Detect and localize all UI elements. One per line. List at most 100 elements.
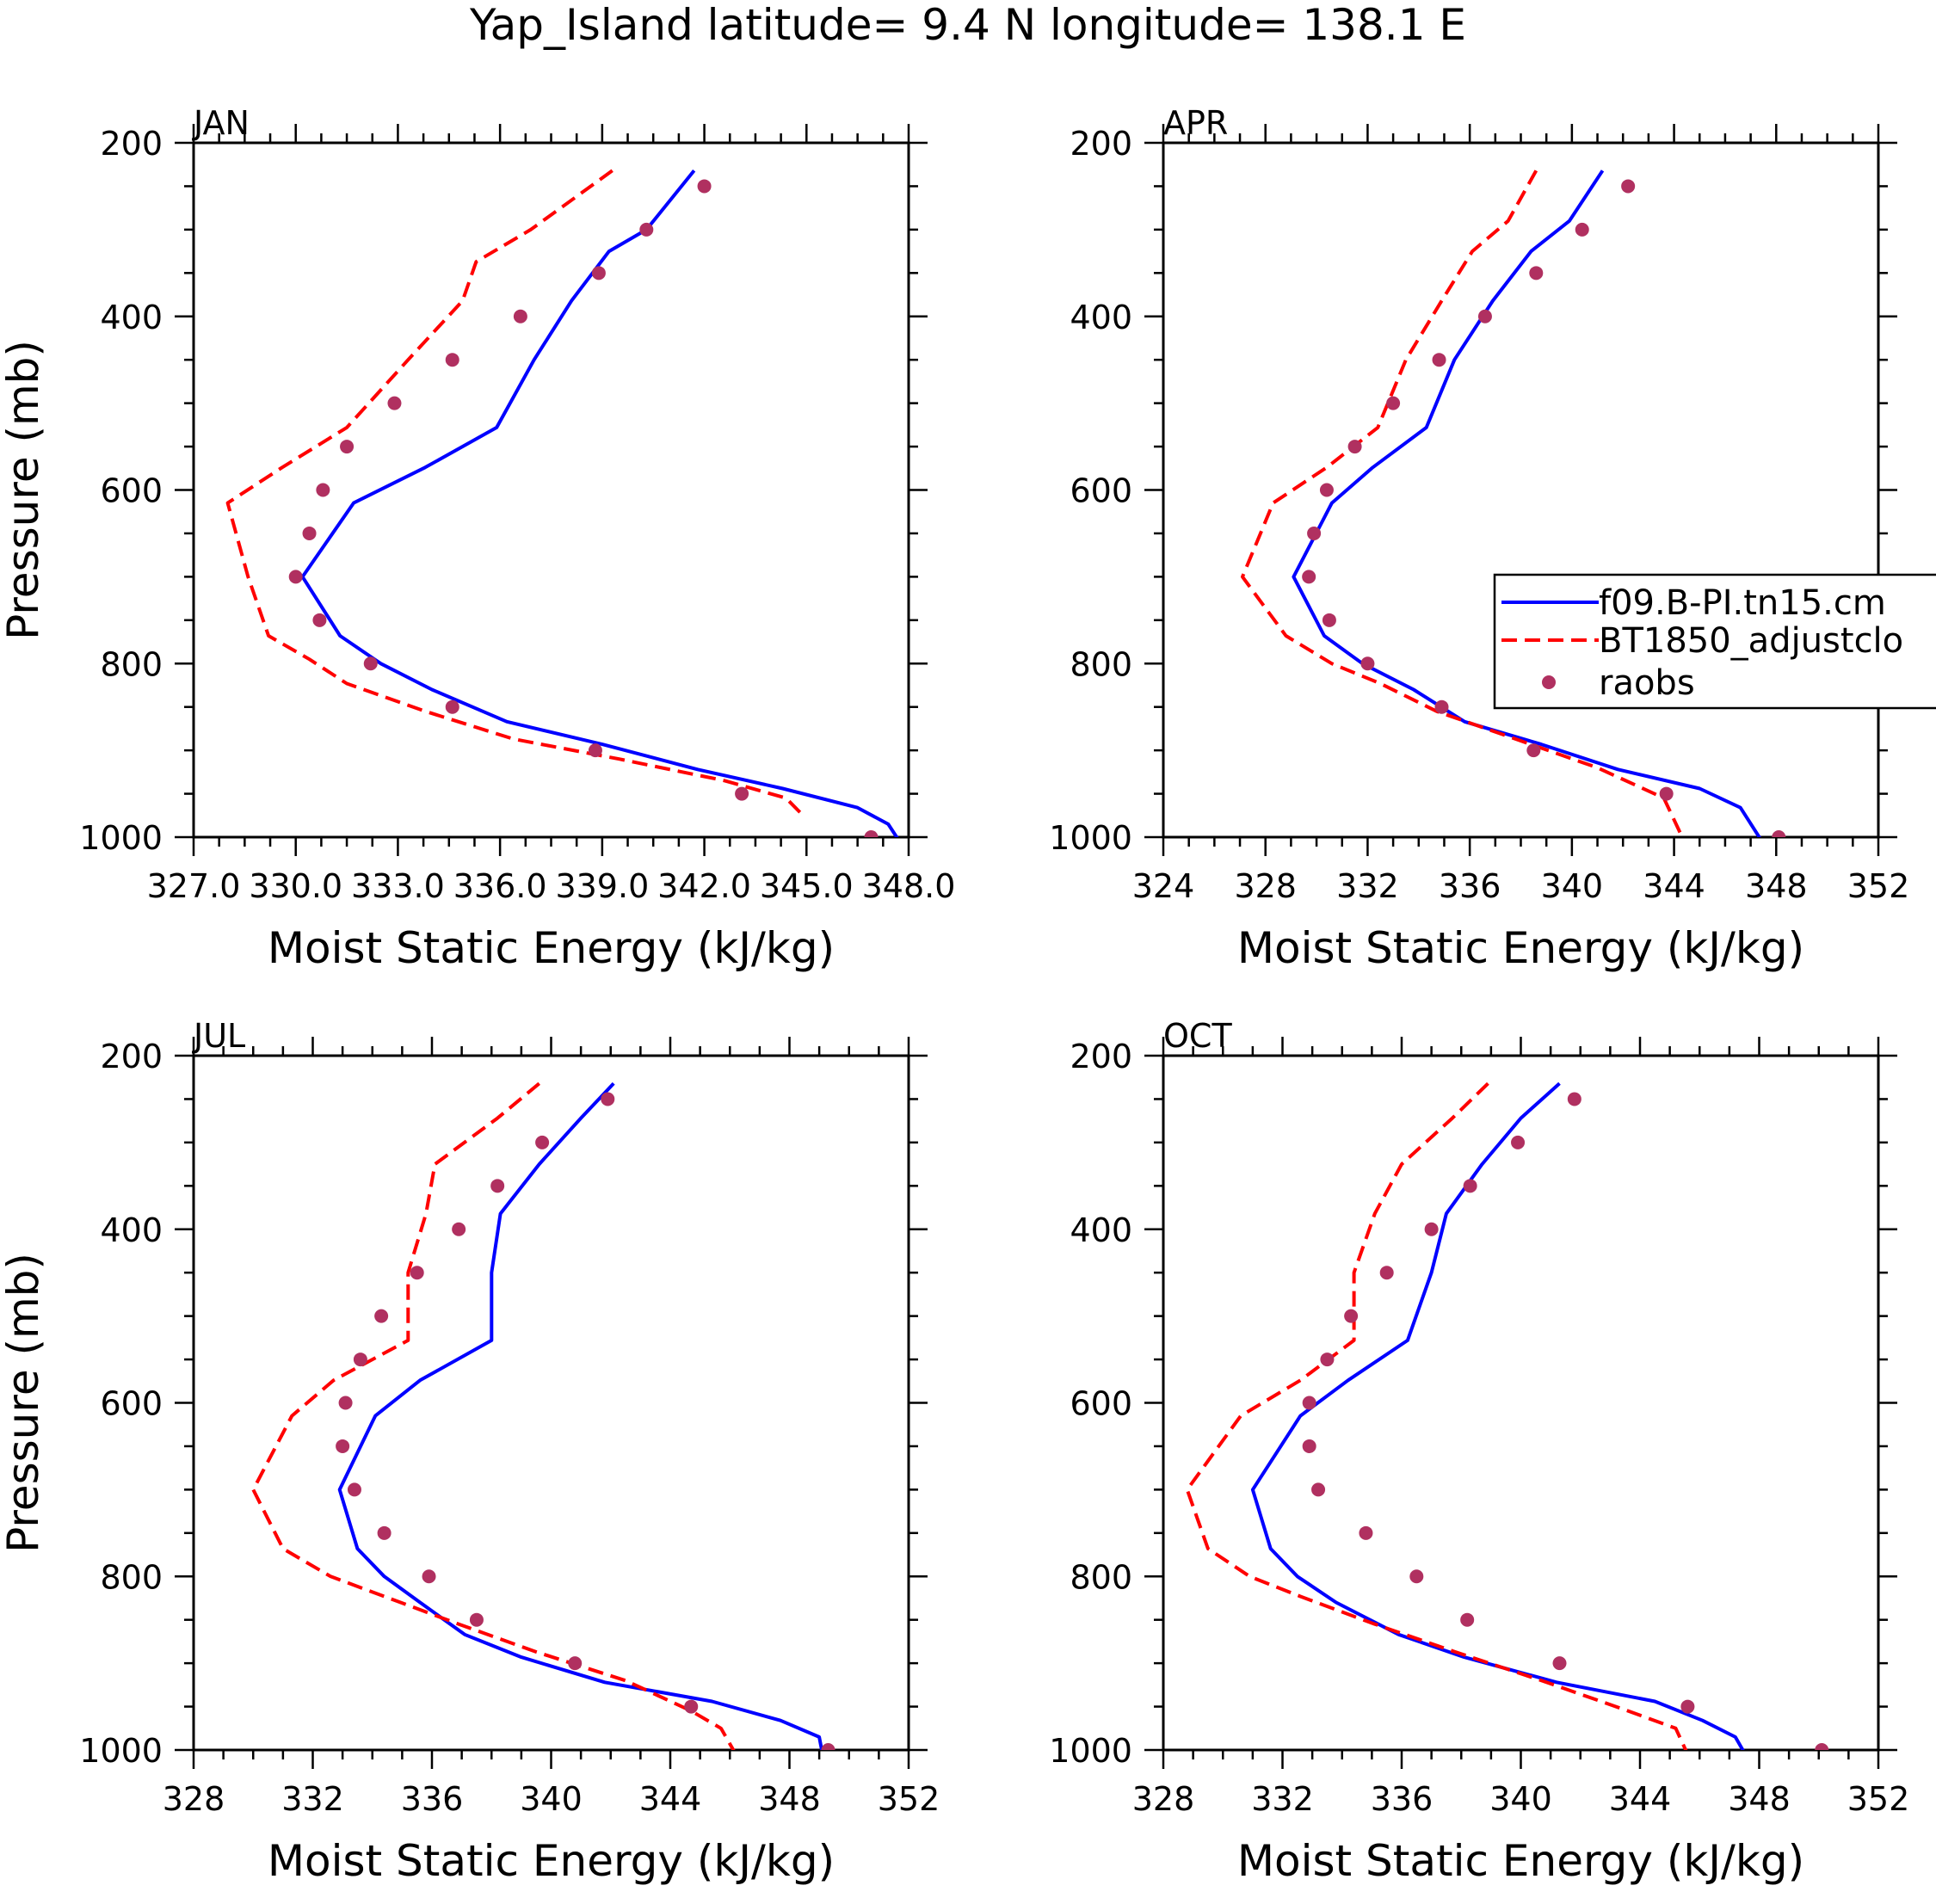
series-line-control xyxy=(251,1081,736,1750)
raobs-point xyxy=(588,743,602,758)
panel-title: JAN xyxy=(192,104,250,142)
x-tick-label: 348 xyxy=(1728,1780,1791,1818)
raobs-point xyxy=(1460,1612,1475,1627)
raobs-point xyxy=(601,1092,615,1106)
raobs-point xyxy=(490,1179,505,1193)
raobs-point xyxy=(1344,1309,1359,1323)
x-tick-label: 348.0 xyxy=(862,867,956,905)
x-tick-label: 336 xyxy=(1371,1780,1434,1818)
raobs-point xyxy=(340,440,355,454)
x-tick-label: 344 xyxy=(1643,867,1705,905)
panel-frame xyxy=(1162,141,1880,839)
raobs-point xyxy=(1477,309,1492,323)
raobs-point xyxy=(591,266,606,280)
x-tick-label: 352 xyxy=(1847,1780,1910,1818)
y-axis-label: Pressure (mb) xyxy=(0,1253,48,1553)
x-axis-label: Moist Static Energy (kJ/kg) xyxy=(268,1836,835,1886)
y-tick-label: 400 xyxy=(100,299,163,336)
x-tick-label: 339.0 xyxy=(555,867,649,905)
raobs-point xyxy=(302,526,317,540)
raobs-point xyxy=(336,1439,350,1453)
raobs-point xyxy=(1302,1439,1316,1453)
x-axis-label: Moist Static Energy (kJ/kg) xyxy=(1237,923,1804,973)
series-line-control xyxy=(225,169,805,817)
raobs-point xyxy=(1434,699,1449,714)
legend-label: raobs xyxy=(1599,663,1695,703)
x-tick-label: 332 xyxy=(1336,867,1399,905)
y-tick-label: 200 xyxy=(1070,1038,1132,1075)
raobs-point xyxy=(312,613,327,627)
raobs-point xyxy=(316,483,330,497)
panel-title: OCT xyxy=(1163,1017,1232,1055)
raobs-point xyxy=(735,786,749,801)
raobs-point xyxy=(1307,526,1322,540)
raobs-point xyxy=(374,1309,389,1323)
raobs-point xyxy=(353,1353,367,1367)
series-line-model xyxy=(300,169,899,837)
raobs-point xyxy=(363,656,378,671)
raobs-point xyxy=(1347,440,1362,454)
y-axis-label: Pressure (mb) xyxy=(0,340,48,640)
y-tick-label: 600 xyxy=(100,1385,163,1423)
x-tick-label: 332 xyxy=(281,1780,344,1818)
legend-box xyxy=(1493,573,1936,710)
raobs-point xyxy=(1552,1656,1567,1671)
x-tick-label: 336.0 xyxy=(453,867,547,905)
y-tick-label: 800 xyxy=(1070,645,1132,683)
panel-data xyxy=(251,1081,835,1750)
x-tick-label: 344 xyxy=(1609,1780,1672,1818)
raobs-point xyxy=(1526,743,1541,758)
raobs-point xyxy=(1322,613,1336,627)
raobs-point xyxy=(1311,1482,1326,1497)
x-tick-label: 345.0 xyxy=(760,867,854,905)
raobs-point xyxy=(452,1222,466,1236)
y-tick-label: 600 xyxy=(100,472,163,510)
raobs-point xyxy=(1319,483,1334,497)
x-tick-label: 327.0 xyxy=(147,867,241,905)
raobs-point xyxy=(513,309,527,323)
x-tick-label: 328 xyxy=(163,1780,225,1818)
raobs-point xyxy=(1815,1743,1829,1750)
raobs-point xyxy=(445,353,459,367)
y-tick-label: 400 xyxy=(100,1211,163,1249)
x-tick-label: 344 xyxy=(639,1780,702,1818)
raobs-point xyxy=(1529,266,1544,280)
raobs-point xyxy=(568,1656,583,1671)
series-line-model xyxy=(1250,1081,1745,1750)
raobs-point xyxy=(1320,1353,1335,1367)
raobs-point xyxy=(821,1743,835,1750)
raobs-point xyxy=(1302,1396,1316,1410)
raobs-point xyxy=(338,1396,353,1410)
y-tick-label: 600 xyxy=(1070,472,1132,510)
y-tick-label: 1000 xyxy=(1049,819,1132,857)
x-tick-label: 330.0 xyxy=(249,867,342,905)
raobs-point xyxy=(387,396,402,410)
panel-title: APR xyxy=(1163,104,1228,142)
raobs-point xyxy=(1386,396,1401,410)
panel-title: JUL xyxy=(192,1017,245,1055)
y-tick-label: 800 xyxy=(100,645,163,683)
y-tick-label: 1000 xyxy=(79,1732,163,1770)
x-tick-label: 342.0 xyxy=(657,867,751,905)
legend-swatch-raobs xyxy=(1542,675,1556,689)
y-tick-label: 800 xyxy=(1070,1558,1132,1596)
panel-data xyxy=(1185,1081,1829,1750)
x-tick-label: 340 xyxy=(1489,1780,1552,1818)
raobs-point xyxy=(347,1482,361,1497)
raobs-point xyxy=(1659,786,1674,801)
raobs-point xyxy=(1302,570,1316,584)
x-tick-label: 352 xyxy=(878,1780,940,1818)
raobs-point xyxy=(1359,1525,1373,1540)
x-tick-label: 333.0 xyxy=(351,867,445,905)
x-tick-label: 340 xyxy=(520,1780,583,1818)
raobs-point xyxy=(469,1612,484,1627)
legend-label: BT1850_adjustclo xyxy=(1599,621,1903,661)
y-tick-label: 1000 xyxy=(79,819,163,857)
y-tick-label: 800 xyxy=(100,1558,163,1596)
raobs-point xyxy=(422,1569,436,1584)
legend-label: f09.B-PI.tn15.cm xyxy=(1599,583,1886,623)
y-tick-label: 400 xyxy=(1070,299,1132,336)
